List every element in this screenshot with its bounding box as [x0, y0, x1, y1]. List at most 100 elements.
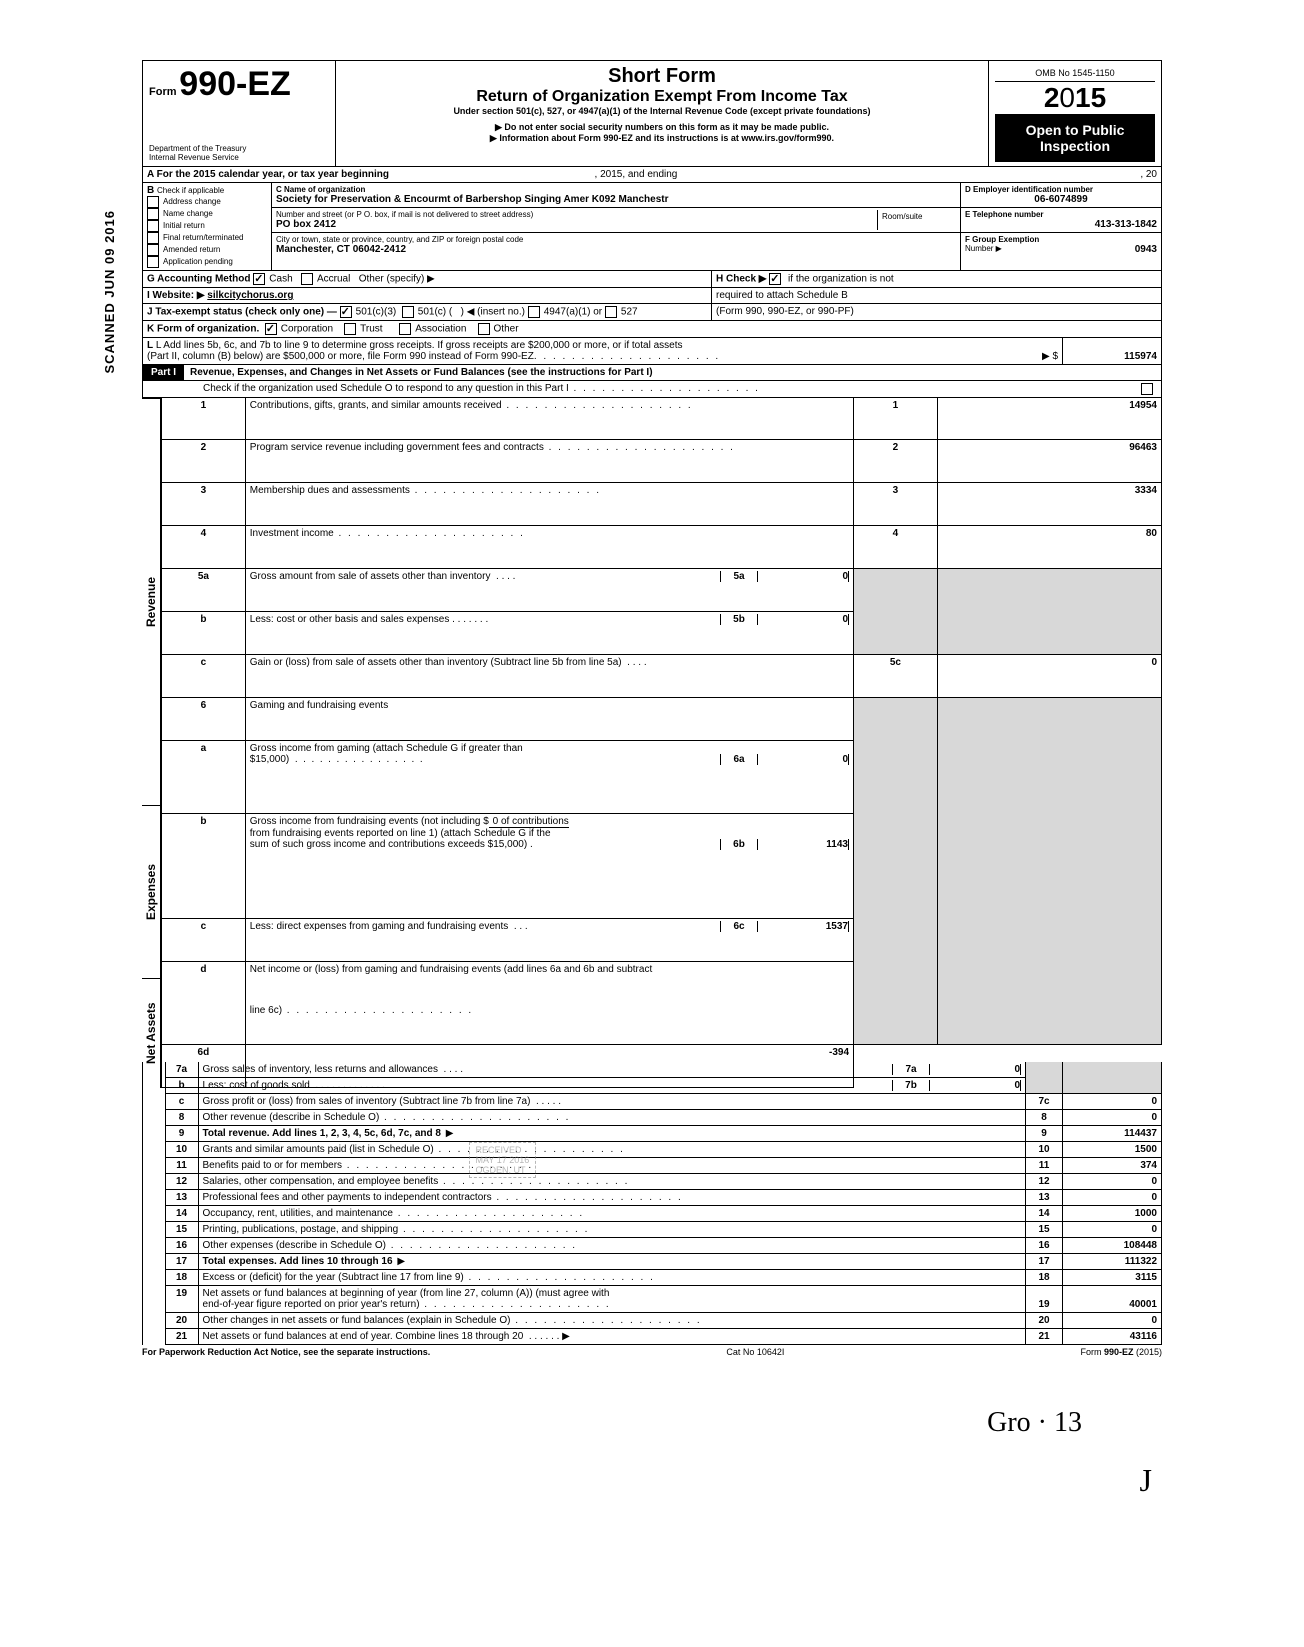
l-line2: (Part II, column (B) below) are $500,000… [147, 351, 534, 362]
section-net-assets: Net Assets [142, 978, 161, 1088]
chk-cash[interactable] [253, 273, 265, 285]
row-i: I Website: ▶ silkcitychorus.org required… [142, 288, 1162, 304]
line-5a: 5a Gross amount from sale of assets othe… [162, 569, 1162, 612]
chk-501c3[interactable] [340, 306, 352, 318]
line-6: 6Gaming and fundraising events [162, 698, 1162, 741]
bcdef-block: B Check if applicable Address change Nam… [142, 183, 1162, 271]
line-17: 17Total expenses. Add lines 10 through 1… [165, 1254, 1161, 1270]
lines-table-cont: 7a Gross sales of inventory, less return… [165, 1062, 1162, 1345]
line-12: 12Salaries, other compensation, and empl… [165, 1174, 1161, 1190]
line-18: 18Excess or (deficit) for the year (Subt… [165, 1270, 1161, 1286]
line-11: 11Benefits paid to or for members11374 [165, 1158, 1161, 1174]
chk-accrual[interactable] [301, 273, 313, 285]
col-b: B Check if applicable Address change Nam… [143, 183, 272, 270]
section-expenses: Expenses [142, 805, 161, 978]
irs-label: Internal Revenue Service [149, 153, 329, 162]
no-ssn-note: ▶ Do not enter social security numbers o… [342, 122, 982, 133]
row-k: K Form of organization. Corporation Trus… [142, 321, 1162, 338]
k-label: K Form of organization. [147, 324, 259, 335]
line-10: 10Grants and similar amounts paid (list … [165, 1142, 1161, 1158]
e-label: E Telephone number [965, 210, 1157, 219]
line-14: 14Occupancy, rent, utilities, and mainte… [165, 1206, 1161, 1222]
line-9: 9Total revenue. Add lines 1, 2, 3, 4, 5c… [165, 1126, 1161, 1142]
line-2: 2Program service revenue including gover… [162, 440, 1162, 483]
part1-body: Revenue Expenses Net Assets 1Contributio… [142, 398, 1162, 1088]
footer-left: For Paperwork Reduction Act Notice, see … [142, 1347, 430, 1357]
chk-4947[interactable] [528, 306, 540, 318]
city-state-zip: Manchester, CT 06042-2412 [276, 244, 956, 255]
line-3: 3Membership dues and assessments33334 [162, 483, 1162, 526]
under-section: Under section 501(c), 527, or 4947(a)(1)… [342, 106, 982, 116]
header-left: Form 990-EZ Department of the Treasury I… [143, 61, 336, 166]
info-url: ▶ Information about Form 990-EZ and its … [342, 133, 982, 144]
form-number: 990-EZ [179, 65, 291, 103]
line-a-text: A For the 2015 calendar year, or tax yea… [147, 169, 389, 180]
g-label: G Accounting Method [147, 274, 251, 285]
chk-final-return[interactable]: Final return/terminated [147, 232, 267, 244]
room-suite-label: Room/suite [882, 212, 952, 221]
form-prefix: Form [149, 86, 177, 98]
lines-table: 1Contributions, gifts, grants, and simil… [161, 398, 1162, 1088]
form-header: Form 990-EZ Department of the Treasury I… [142, 60, 1162, 167]
gross-receipts-value: 115974 [1124, 351, 1157, 362]
street-address: PO box 2412 [276, 219, 877, 230]
f-label: F Group Exemption [965, 235, 1157, 244]
return-title: Return of Organization Exempt From Incom… [342, 88, 982, 106]
short-form-title: Short Form [342, 65, 982, 88]
row-l: L L Add lines 5b, 6c, and 7b to line 9 t… [142, 338, 1162, 365]
line-7b: b Less: cost of goods sold . . . . . . .… [165, 1078, 1161, 1094]
ein-value: 06-6074899 [965, 194, 1157, 205]
chk-527[interactable] [605, 306, 617, 318]
chk-address-change[interactable]: Address change [147, 196, 267, 208]
org-name: Society for Preservation & Encourmt of B… [276, 194, 956, 205]
header-mid: Short Form Return of Organization Exempt… [336, 61, 989, 166]
chk-501c[interactable] [402, 306, 414, 318]
line-7c: cGross profit or (loss) from sales of in… [165, 1094, 1161, 1110]
footer-mid: Cat No 10642I [726, 1347, 784, 1357]
city-label: City or town, state or province, country… [276, 235, 956, 244]
row-a: A For the 2015 calendar year, or tax yea… [142, 167, 1162, 183]
chk-name-change[interactable]: Name change [147, 208, 267, 220]
d-label: D Employer identification number [965, 185, 1157, 194]
chk-schedule-b[interactable] [769, 273, 781, 285]
part1-title: Revenue, Expenses, and Changes in Net As… [184, 365, 659, 380]
part1-header: Part I Revenue, Expenses, and Changes in… [142, 365, 1162, 381]
line-19: 19Net assets or fund balances at beginni… [165, 1286, 1161, 1313]
line-4: 4Investment income480 [162, 526, 1162, 569]
group-exemption-value: 0943 [1002, 244, 1157, 255]
phone-value: 413-313-1842 [965, 219, 1157, 230]
dept-treasury: Department of the Treasury [149, 144, 329, 153]
chk-other-org[interactable] [478, 323, 490, 335]
page-footer: For Paperwork Reduction Act Notice, see … [142, 1345, 1162, 1359]
chk-trust[interactable] [344, 323, 356, 335]
chk-association[interactable] [399, 323, 411, 335]
col-c: C Name of organization Society for Prese… [272, 183, 960, 270]
row-j: J Tax-exempt status (check only one) — 5… [142, 304, 1162, 321]
line-20: 20Other changes in net assets or fund ba… [165, 1313, 1161, 1329]
section-revenue: Revenue [142, 398, 161, 805]
line-16: 16Other expenses (describe in Schedule O… [165, 1238, 1161, 1254]
chk-amended-return[interactable]: Amended return [147, 244, 267, 256]
chk-application-pending[interactable]: Application pending [147, 256, 267, 268]
chk-initial-return[interactable]: Initial return [147, 220, 267, 232]
addr-label: Number and street (or P O. box, if mail … [276, 210, 877, 219]
section-labels: Revenue Expenses Net Assets [142, 398, 161, 1088]
c-label: C Name of organization [276, 185, 956, 194]
l-line1: L Add lines 5b, 6c, and 7b to line 9 to … [156, 340, 683, 351]
chk-corporation[interactable] [265, 323, 277, 335]
line-1: 1Contributions, gifts, grants, and simil… [162, 398, 1162, 440]
j-label: J Tax-exempt status (check only one) — [147, 307, 337, 318]
line-15: 15Printing, publications, postage, and s… [165, 1222, 1161, 1238]
row-gh: G Accounting Method Cash Accrual Other (… [142, 271, 1162, 288]
part1-body-cont: 7a Gross sales of inventory, less return… [142, 1062, 1162, 1345]
part1-tag: Part I [143, 365, 184, 380]
handwritten-initial: J [1140, 1462, 1152, 1499]
col-def: D Employer identification number 06-6074… [960, 183, 1161, 270]
line-21: 21Net assets or fund balances at end of … [165, 1329, 1161, 1345]
scanned-stamp: SCANNED JUN 09 2016 [102, 210, 117, 374]
line-13: 13Professional fees and other payments t… [165, 1190, 1161, 1206]
line-7a: 7a Gross sales of inventory, less return… [165, 1062, 1161, 1078]
header-right: OMB No 1545-1150 2015 Open to Public Ins… [989, 61, 1161, 166]
footer-right: Form 990-EZ (2015) [1080, 1347, 1162, 1357]
chk-schedule-o-part1[interactable] [1141, 383, 1153, 395]
